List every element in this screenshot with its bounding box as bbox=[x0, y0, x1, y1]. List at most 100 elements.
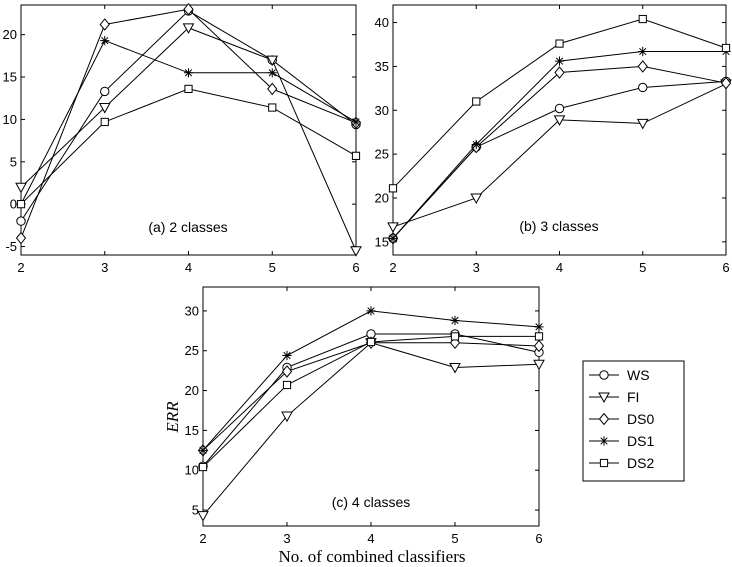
x-tick-label: 5 bbox=[639, 260, 646, 275]
y-tick-label: 30 bbox=[375, 103, 389, 118]
data-point-ds0 bbox=[267, 82, 278, 96]
x-tick-label: 4 bbox=[556, 260, 563, 275]
x-tick-label: 6 bbox=[535, 531, 542, 546]
legend-label: WS bbox=[627, 367, 650, 383]
x-tick-label: 5 bbox=[269, 260, 276, 275]
series-fi bbox=[387, 79, 732, 233]
data-point-ds0 bbox=[637, 60, 648, 73]
y-tick-label: 20 bbox=[185, 383, 199, 398]
data-point-ws bbox=[100, 86, 110, 97]
series-ds1 bbox=[388, 46, 731, 243]
series-ds0 bbox=[387, 60, 732, 245]
data-point-ds1 bbox=[198, 445, 208, 455]
data-point-ws bbox=[16, 216, 26, 226]
legend-marker-ds1 bbox=[599, 436, 609, 446]
legend-marker-fi bbox=[598, 392, 610, 404]
data-point-fi bbox=[15, 182, 27, 194]
data-point-ds1 bbox=[183, 68, 194, 78]
legend-entry-ds1: DS1 bbox=[589, 433, 654, 449]
panel-b-3-classes: 2 3 4 5 6 15 20 25 30 35 40 (b) 3 classes bbox=[375, 4, 732, 275]
y-tick-label: 30 bbox=[185, 303, 199, 318]
panel-label: (b) 3 classes bbox=[519, 218, 598, 234]
series-ds0 bbox=[15, 2, 362, 245]
x-tick-label: 2 bbox=[199, 531, 206, 546]
y-axis-label: ERR bbox=[163, 401, 182, 434]
series-ds2 bbox=[388, 14, 731, 193]
y-tick-label: 25 bbox=[185, 343, 199, 358]
panel-label: (a) 2 classes bbox=[148, 219, 227, 235]
x-tick-label: 4 bbox=[185, 260, 192, 275]
series-ds1 bbox=[16, 35, 361, 209]
series-ws bbox=[16, 6, 361, 226]
series-line-ws bbox=[202, 333, 540, 467]
data-point-ds2 bbox=[450, 332, 460, 341]
y-tick-label: 40 bbox=[375, 15, 389, 30]
y-tick-label: 25 bbox=[375, 147, 389, 162]
series-line-fi bbox=[20, 27, 357, 251]
legend-marker-ws bbox=[599, 370, 609, 380]
y-tick-label: 15 bbox=[375, 234, 389, 249]
series-line-fi bbox=[202, 342, 540, 516]
data-point-ds0 bbox=[15, 231, 27, 245]
x-tick-label: 2 bbox=[17, 260, 24, 275]
legend-label: DS1 bbox=[627, 433, 654, 449]
y-tick-label: 20 bbox=[3, 27, 17, 42]
data-point-ds1 bbox=[554, 56, 565, 66]
data-point-fi bbox=[266, 55, 279, 67]
legend: WS FI DS0 DS1 DS2 bbox=[582, 360, 685, 482]
legend-entry-ds0: DS0 bbox=[589, 411, 654, 427]
data-point-fi bbox=[553, 115, 566, 126]
legend-entry-ws: WS bbox=[589, 367, 650, 383]
y-tick-label: 20 bbox=[375, 190, 389, 205]
data-point-fi bbox=[533, 359, 545, 371]
data-point-ds0 bbox=[720, 76, 732, 90]
series-ds1 bbox=[198, 306, 544, 455]
data-point-fi bbox=[350, 246, 362, 257]
panel-label: (c) 4 classes bbox=[332, 494, 411, 510]
data-point-ds0 bbox=[99, 18, 110, 31]
series-ds2 bbox=[198, 332, 544, 472]
data-point-ds2 bbox=[721, 43, 731, 53]
data-point-ds0 bbox=[554, 66, 565, 79]
legend-label: FI bbox=[627, 389, 639, 405]
x-tick-label: 6 bbox=[352, 260, 359, 275]
series-line-ds1 bbox=[392, 50, 726, 239]
data-point-ds2 bbox=[351, 151, 361, 160]
y-tick-label: 10 bbox=[185, 463, 199, 478]
data-point-ws bbox=[638, 82, 648, 93]
legend-entry-ds2: DS2 bbox=[589, 455, 654, 471]
series-ds2 bbox=[16, 84, 361, 209]
data-point-ds2 bbox=[16, 200, 26, 209]
x-tick-label: 3 bbox=[473, 260, 480, 275]
data-point-ds0 bbox=[183, 2, 194, 16]
y-tick-label: 5 bbox=[192, 503, 199, 518]
x-axis-label: No. of combined classifiers bbox=[279, 547, 466, 566]
data-point-ds1 bbox=[267, 68, 277, 78]
panel-a-2-classes: 2 3 4 5 6 -5 0 5 10 15 20 (a) 2 classes bbox=[3, 2, 362, 275]
data-point-fi bbox=[636, 118, 649, 130]
data-point-ds2 bbox=[366, 337, 376, 347]
data-point-ds1 bbox=[282, 350, 292, 361]
series-line-ws bbox=[20, 10, 357, 222]
data-point-fi bbox=[98, 103, 111, 114]
data-point-ds1 bbox=[351, 117, 361, 127]
y-tick-label: 35 bbox=[375, 59, 389, 74]
data-point-ds1 bbox=[388, 233, 398, 243]
data-point-ds1 bbox=[366, 306, 376, 316]
plot-frame bbox=[20, 4, 357, 256]
y-tick-label: 10 bbox=[3, 112, 17, 127]
data-point-ds0 bbox=[281, 365, 293, 378]
series-line-ds2 bbox=[202, 335, 539, 468]
legend-marker-ds2 bbox=[599, 458, 609, 468]
legend-box bbox=[582, 360, 685, 482]
data-point-ds1 bbox=[534, 322, 544, 332]
series-ws bbox=[198, 329, 544, 471]
data-point-ds2 bbox=[268, 103, 277, 112]
series-line-ds0 bbox=[392, 65, 727, 239]
legend-marker-ds0 bbox=[598, 412, 610, 426]
x-tick-label: 3 bbox=[283, 531, 290, 546]
y-tick-label: 5 bbox=[10, 154, 17, 169]
data-point-fi bbox=[470, 193, 483, 205]
series-line-ds0 bbox=[20, 8, 357, 239]
